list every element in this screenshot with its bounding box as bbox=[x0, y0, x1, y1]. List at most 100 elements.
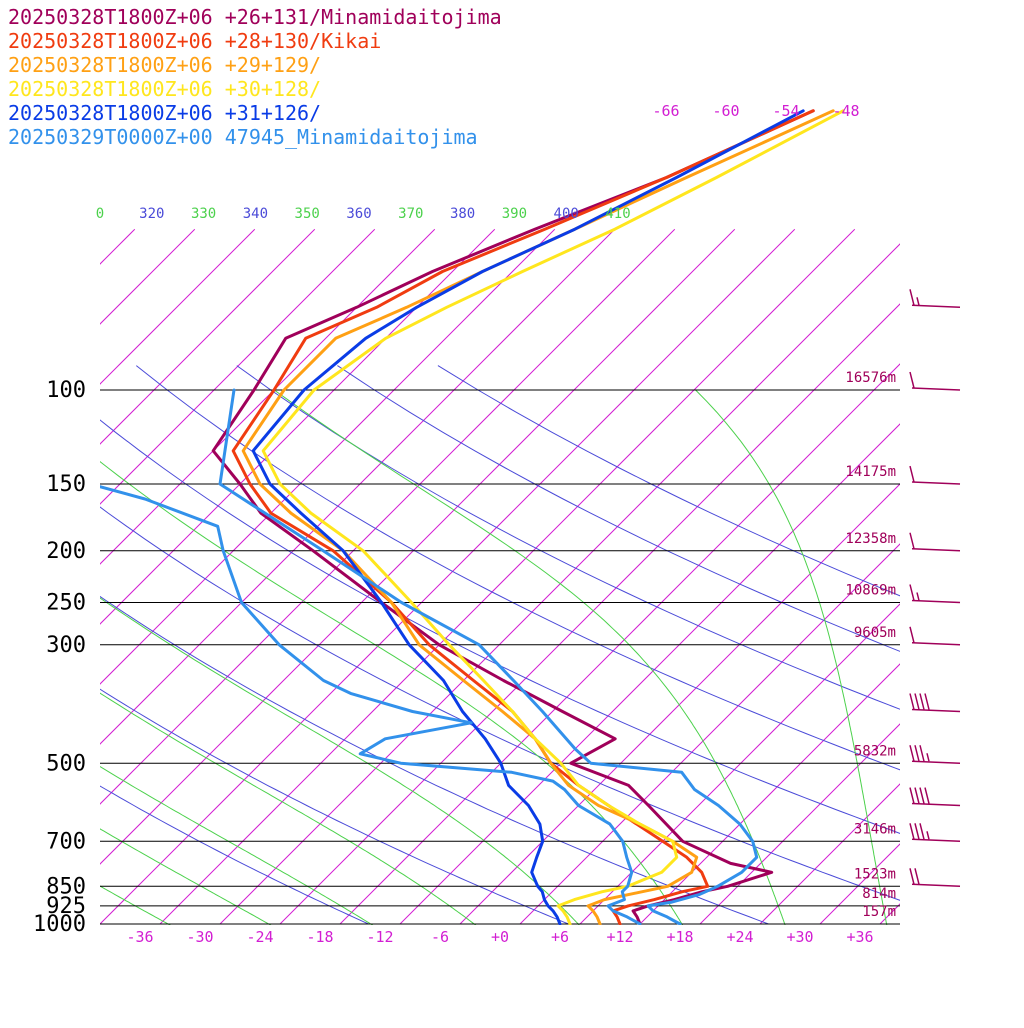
legend-entry: 20250328T1800Z+06 +31+126/ bbox=[8, 101, 321, 125]
isotherm-value-label: -48 bbox=[832, 102, 859, 120]
isotherm-line bbox=[100, 228, 556, 685]
theta-labels: 0 320 330 340 350 360 370 380 390 400 410 bbox=[96, 206, 631, 222]
theta-label: 340 bbox=[243, 206, 268, 222]
dry-adiabat-line bbox=[100, 419, 900, 834]
x-tick-label: +0 bbox=[491, 928, 509, 946]
x-tick-label: -6 bbox=[431, 928, 449, 946]
dry-adiabat-line bbox=[236, 365, 900, 710]
height-label: 10869m bbox=[845, 582, 896, 598]
theta-label: 380 bbox=[450, 206, 475, 222]
wind-barb bbox=[909, 823, 961, 843]
pressure-label: 500 bbox=[46, 751, 86, 776]
isotherm-line bbox=[100, 228, 316, 445]
isotherm-line bbox=[519, 543, 900, 925]
wind-barb bbox=[909, 371, 961, 391]
x-tick-label: -24 bbox=[246, 928, 273, 946]
isotherm-line bbox=[100, 228, 496, 625]
theta-label: 360 bbox=[346, 206, 371, 222]
x-tick-label: -18 bbox=[306, 928, 333, 946]
moist-adiabat-line bbox=[100, 828, 272, 925]
x-tick-label: -30 bbox=[186, 928, 213, 946]
isotherm-line bbox=[100, 228, 616, 745]
dry-adiabat-line bbox=[337, 365, 900, 652]
legend-entry: 20250329T0000Z+00 47945_Minamidaitojima bbox=[8, 125, 478, 149]
isotherm-value-label: -54 bbox=[772, 102, 799, 120]
profile-line bbox=[218, 388, 759, 925]
pressure-label: 250 bbox=[46, 590, 86, 615]
moist-adiabat-line bbox=[100, 692, 477, 925]
isotherm-line bbox=[100, 228, 676, 805]
isotherm-line bbox=[100, 228, 256, 385]
isotherm-line bbox=[100, 228, 196, 325]
wind-barbs bbox=[909, 289, 961, 888]
isotherm-line bbox=[339, 363, 900, 925]
isotherm-value-label: -60 bbox=[712, 102, 739, 120]
pressure-label: 200 bbox=[46, 539, 86, 564]
axis-labels: 100 16576m 150 14175m 200 12358m 250 10869m 300 9… bbox=[33, 102, 896, 946]
x-tick-label: +30 bbox=[786, 928, 813, 946]
isotherm-line bbox=[459, 483, 900, 925]
theta-label: 370 bbox=[398, 206, 423, 222]
pressure-label: 150 bbox=[46, 472, 86, 497]
wind-barb bbox=[909, 693, 961, 713]
isotherm-line bbox=[219, 243, 900, 925]
pressure-label: 700 bbox=[46, 829, 86, 854]
profile-line bbox=[100, 485, 642, 925]
x-tick-label: -36 bbox=[126, 928, 153, 946]
legend-entry: 20250328T1800Z+06 +30+128/ bbox=[8, 77, 321, 101]
x-tick-label: +24 bbox=[726, 928, 753, 946]
pressure-label: 100 bbox=[46, 378, 86, 403]
isotherm-line bbox=[0, 229, 15, 924]
theta-label: 330 bbox=[191, 206, 216, 222]
pressure-label: 300 bbox=[46, 633, 86, 658]
isotherm-line bbox=[819, 843, 900, 925]
isotherm-value-label: -66 bbox=[652, 102, 679, 120]
isotherm-line bbox=[159, 228, 856, 925]
dry-adiabat-line bbox=[135, 365, 900, 771]
isotherm-line bbox=[399, 423, 900, 925]
isotherm-line bbox=[100, 228, 136, 265]
legend-entry: 20250328T1800Z+06 +29+129/ bbox=[8, 53, 321, 77]
isotherm-line bbox=[639, 663, 900, 925]
height-label: 12358m bbox=[845, 531, 896, 547]
theta-label: 410 bbox=[605, 206, 630, 222]
height-label: 157m bbox=[862, 904, 896, 920]
wind-barb bbox=[909, 532, 961, 552]
height-label: 1523m bbox=[854, 866, 896, 882]
isotherm-line bbox=[879, 903, 900, 925]
height-label: 3146m bbox=[854, 821, 896, 837]
profile-line bbox=[261, 109, 845, 925]
wind-barb bbox=[909, 626, 961, 646]
theta-label: 400 bbox=[554, 206, 579, 222]
isotherm-line bbox=[279, 303, 900, 925]
profile-line bbox=[251, 109, 805, 925]
isotherm-line bbox=[579, 603, 900, 925]
moist-adiabat-line bbox=[273, 389, 786, 925]
wind-barb bbox=[909, 787, 961, 807]
wind-barb bbox=[909, 465, 961, 485]
x-tick-label: +12 bbox=[606, 928, 633, 946]
height-label: 814m bbox=[862, 886, 896, 902]
x-tick-label: -12 bbox=[366, 928, 393, 946]
profile-line bbox=[211, 109, 815, 925]
theta-label: 320 bbox=[139, 206, 164, 222]
moist-adiabat-line bbox=[100, 885, 171, 925]
wind-barb bbox=[909, 584, 961, 604]
moist-adiabat-line bbox=[100, 766, 374, 925]
moist-adiabat-line bbox=[695, 389, 888, 925]
isotherm-line bbox=[699, 723, 900, 925]
theta-label: 0 bbox=[96, 206, 104, 222]
dry-adiabat-line bbox=[437, 365, 900, 597]
legend-entry: 20250328T1800Z+06 +28+130/Kikai bbox=[8, 29, 381, 53]
height-label: 9605m bbox=[854, 625, 896, 641]
height-label: 16576m bbox=[845, 370, 896, 386]
x-tick-label: +18 bbox=[666, 928, 693, 946]
x-tick-label: +36 bbox=[846, 928, 873, 946]
profile-line bbox=[241, 109, 835, 925]
theta-label: 350 bbox=[295, 206, 320, 222]
theta-label: 390 bbox=[502, 206, 527, 222]
isotherm-line bbox=[100, 228, 436, 565]
legend: 20250328T1800Z+06 +26+131/Minamidaitojim… bbox=[8, 5, 502, 149]
